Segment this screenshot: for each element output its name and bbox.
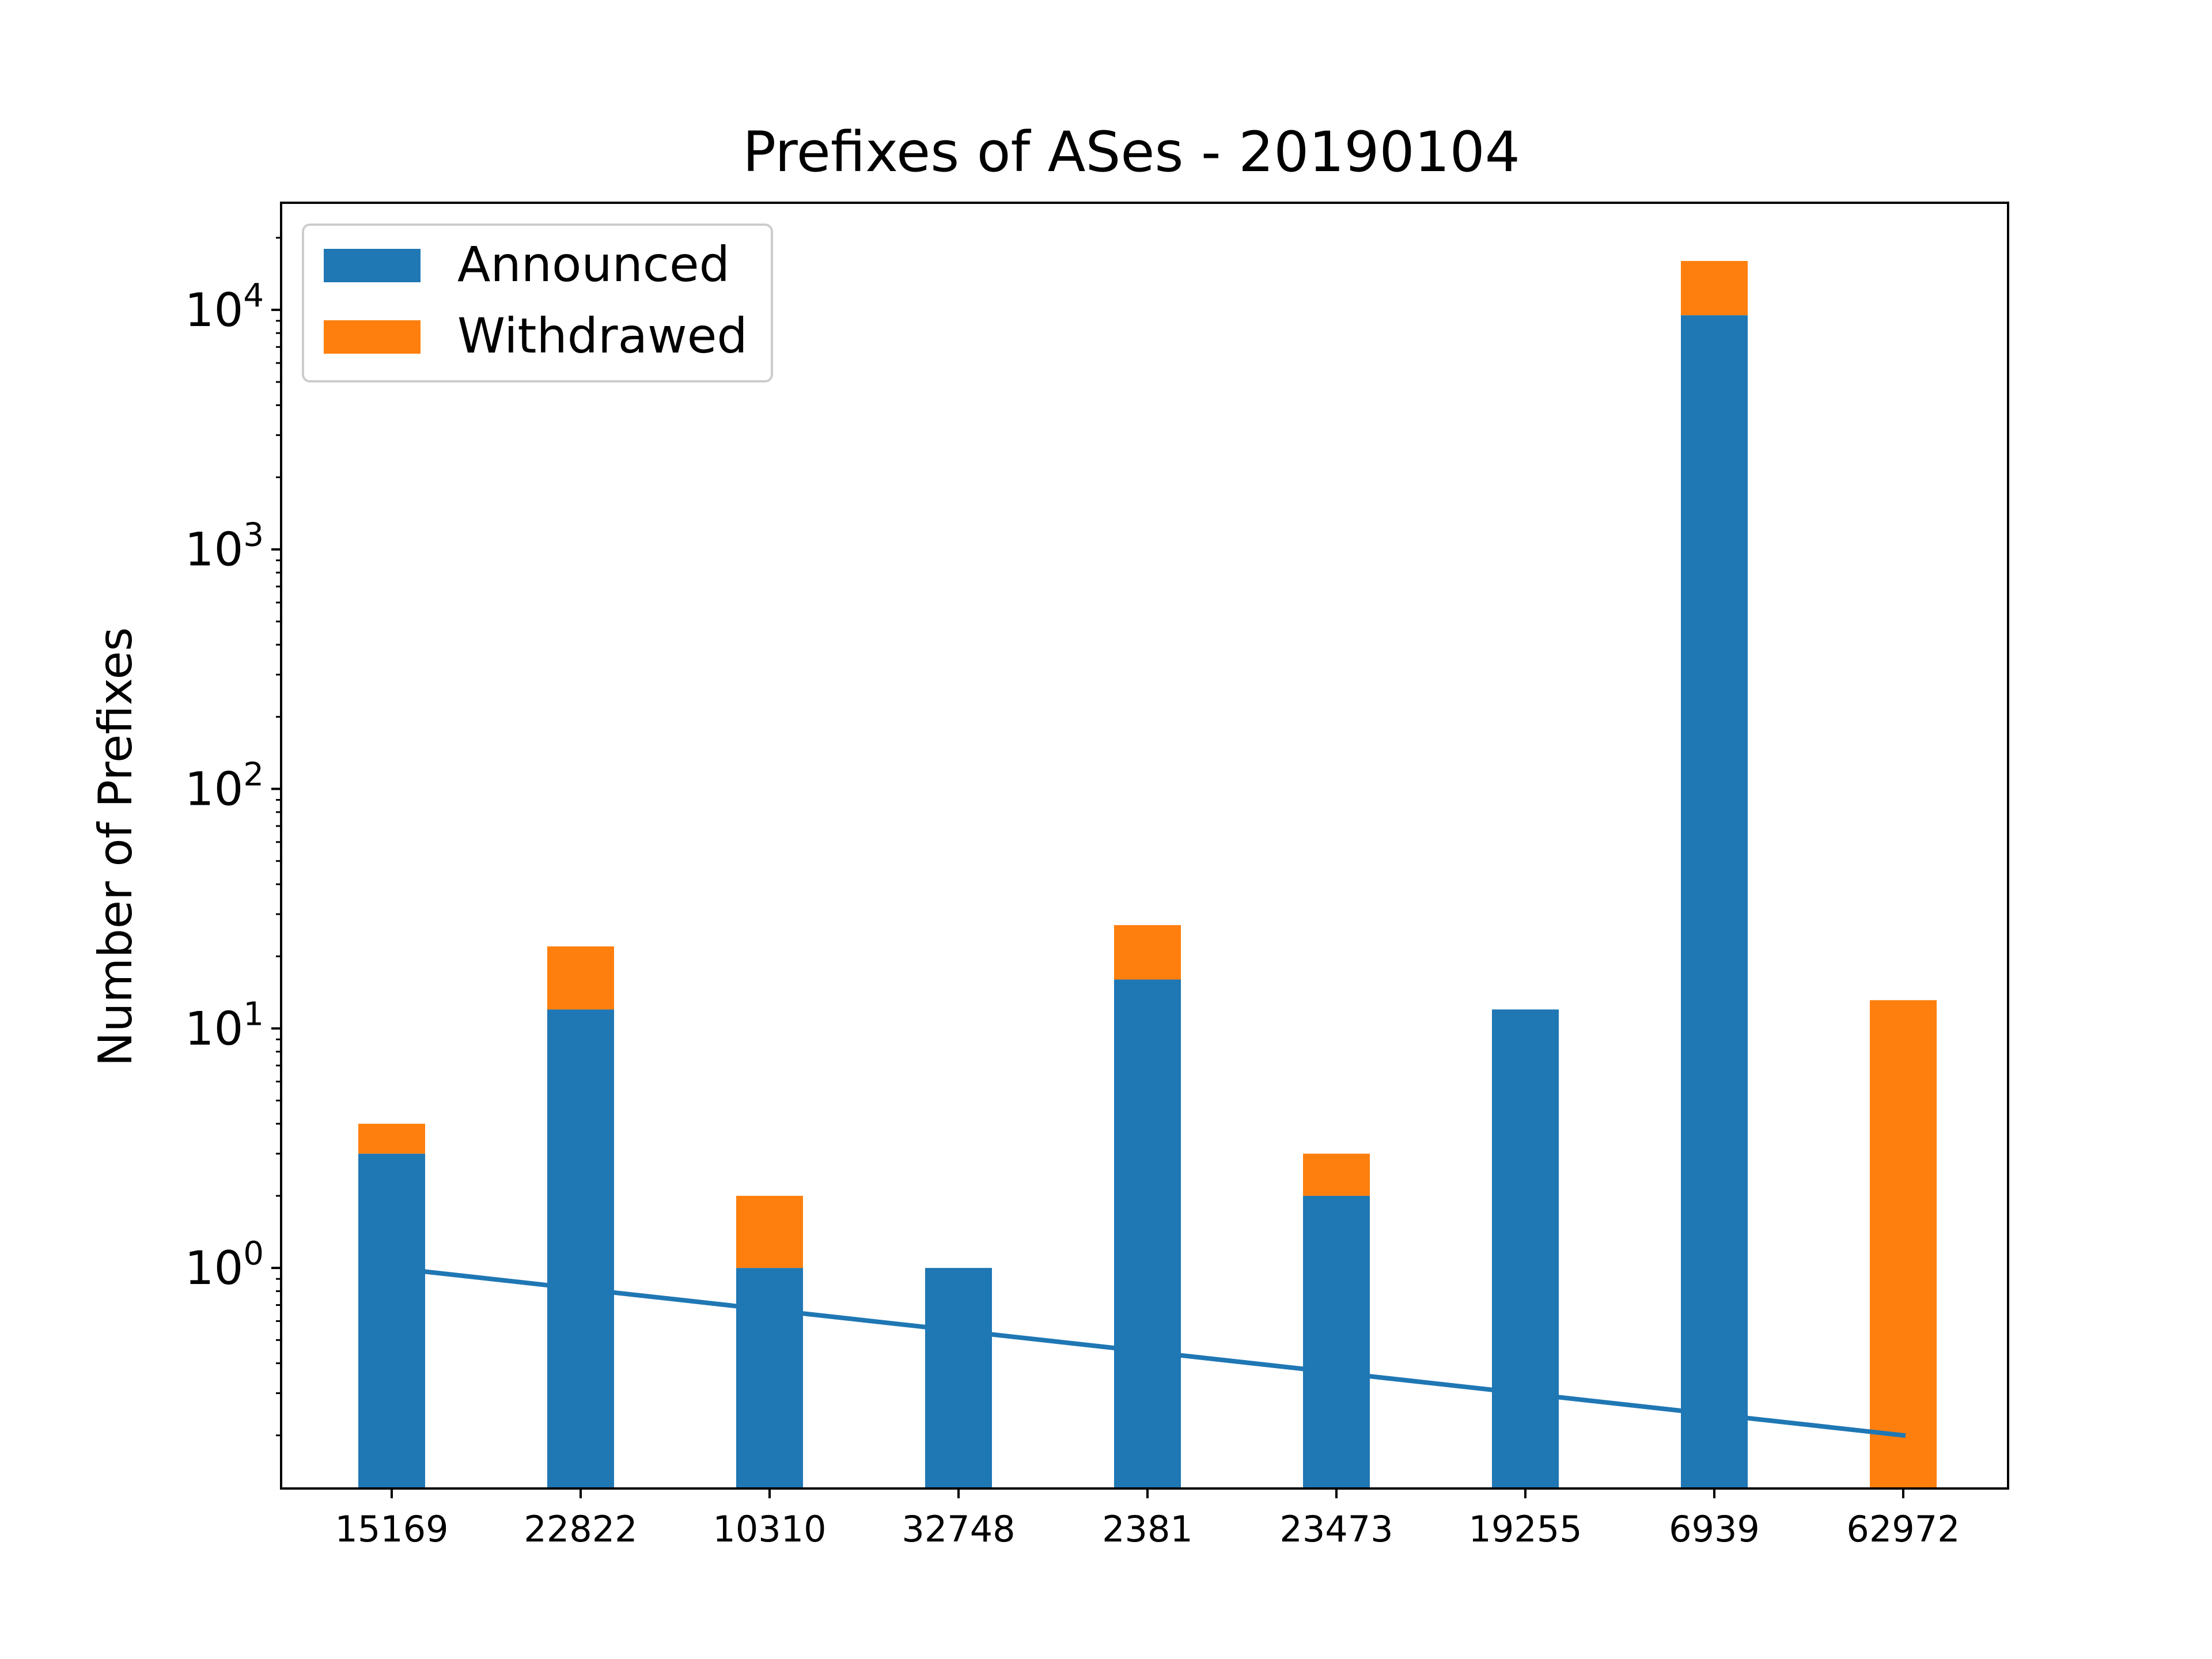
x-tick-label-23473: 23473: [1279, 1508, 1393, 1550]
bar-announced-10310: [736, 1268, 803, 1488]
bar-withdrawed-2381: [1114, 925, 1181, 980]
y-tick-base: 10: [185, 1241, 244, 1295]
chart-title: Prefixes of ASes - 20190104: [743, 120, 1520, 184]
legend: Announced Withdrawed: [302, 224, 773, 382]
bar-announced-2381: [1114, 979, 1181, 1488]
plot-area: [358, 261, 1937, 1488]
bar-announced-32748: [925, 1268, 992, 1488]
y-tick-exponent: 1: [243, 995, 264, 1033]
y-tick-label: 103: [185, 517, 264, 577]
bar-announced-15169: [358, 1153, 425, 1488]
x-tick-label-22822: 22822: [524, 1508, 637, 1550]
plot-frame: [280, 202, 2009, 1490]
legend-swatch-announced: [324, 249, 421, 282]
x-tick-label-62972: 62972: [1846, 1508, 1960, 1550]
bar-announced-23473: [1303, 1195, 1370, 1488]
y-tick-exponent: 4: [243, 277, 264, 315]
legend-label-withdrawed: Withdrawed: [457, 308, 748, 364]
bar-withdrawed-10310: [736, 1195, 803, 1268]
y-tick-base: 10: [185, 523, 244, 577]
x-tick-label-32748: 32748: [902, 1508, 1015, 1550]
y-tick-label: 100: [185, 1235, 264, 1295]
bar-withdrawed-23473: [1303, 1153, 1370, 1196]
bar-withdrawed-15169: [358, 1123, 425, 1154]
legend-swatch-withdrawed: [324, 320, 421, 354]
trend-line-layer: [389, 1265, 1906, 1438]
y-tick-base: 10: [185, 1002, 244, 1055]
y-tick-label: 101: [185, 995, 264, 1055]
bar-withdrawed-62972: [1870, 1000, 1937, 1488]
bar-withdrawed-22822: [547, 946, 614, 1010]
y-tick-exponent: 3: [243, 517, 264, 554]
y-tick-base: 10: [185, 763, 244, 816]
y-axis-label: Number of Prefixes: [89, 627, 142, 1067]
bar-announced-19255: [1492, 1009, 1559, 1488]
x-tick-label-10310: 10310: [713, 1508, 826, 1550]
x-tick-label-2381: 2381: [1102, 1508, 1193, 1550]
legend-label-announced: Announced: [457, 236, 730, 293]
x-tick-label-15169: 15169: [335, 1508, 448, 1550]
y-tick-base: 10: [185, 283, 244, 337]
y-tick-exponent: 0: [243, 1235, 264, 1272]
x-axis: 15169 22822 10310 32748 2381 23473 19255 6939 62…: [335, 1488, 1960, 1550]
y-tick-exponent: 2: [243, 756, 264, 794]
bar-announced-22822: [547, 1009, 614, 1488]
y-tick-label: 104: [185, 277, 264, 337]
bar-announced-6939: [1681, 315, 1748, 1488]
y-tick-label: 102: [185, 756, 264, 816]
x-tick-label-19255: 19255: [1468, 1508, 1582, 1550]
bar-withdrawed-6939: [1681, 261, 1748, 316]
trend-line: [389, 1265, 1906, 1438]
x-tick-label-6939: 6939: [1669, 1508, 1760, 1550]
